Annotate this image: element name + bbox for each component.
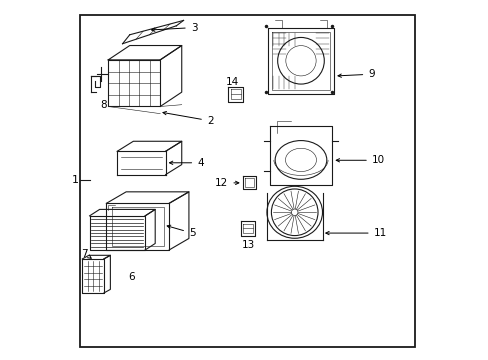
Text: 6: 6 (128, 272, 135, 282)
Text: 3: 3 (151, 23, 197, 33)
Text: 11: 11 (325, 228, 386, 238)
Text: 12: 12 (215, 178, 238, 188)
Text: 10: 10 (336, 155, 384, 165)
Text: 13: 13 (241, 239, 254, 249)
Text: 5: 5 (167, 225, 195, 238)
Text: 14: 14 (225, 77, 239, 87)
Text: 2: 2 (163, 112, 213, 126)
Text: 7: 7 (81, 248, 91, 258)
Text: 4: 4 (169, 158, 203, 168)
Text: 8: 8 (100, 100, 107, 110)
Text: 1: 1 (72, 175, 79, 185)
Text: 9: 9 (337, 69, 374, 79)
